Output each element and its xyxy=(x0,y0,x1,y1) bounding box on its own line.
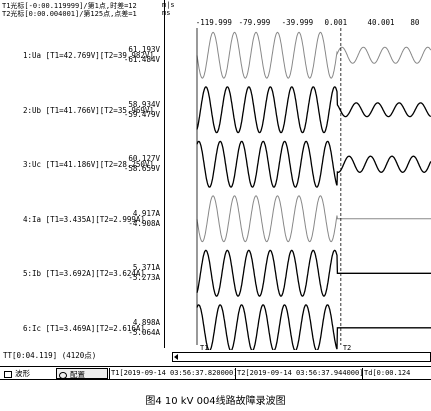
channel-max-value: 58.934V xyxy=(128,99,160,109)
channel-waveform xyxy=(196,195,431,243)
t1-timestamp: T1[2019-09-14 03:56:37.820000] xyxy=(111,369,238,377)
status-separator xyxy=(109,368,110,379)
total-time-readout: TT[0:04.119] (4120点) xyxy=(3,351,97,360)
channel-label: 2:Ub [T1=41.766V][T2=35.969V] xyxy=(23,105,154,115)
channel-min-value: -58.659V xyxy=(123,164,160,174)
unit-label-2: ms xyxy=(162,9,171,17)
channel-label: 1:Ua [T1=42.769V][T2=39.982V] xyxy=(23,51,154,61)
channel-min-value: -5.273A xyxy=(128,273,160,283)
time-tick-label: -119.999 xyxy=(195,18,232,27)
waveform-plot[interactable]: T1 T2 xyxy=(0,0,431,350)
cursor-t1-label: T1 xyxy=(200,344,208,350)
tab-config-label: 配置 xyxy=(70,370,85,379)
channel-waveform xyxy=(196,249,431,297)
gear-icon xyxy=(59,371,67,379)
time-tick-label: 0.001 xyxy=(324,18,348,27)
tab-waveform-label: 波形 xyxy=(15,369,30,378)
channel-label: 5:Ib [T1=3.692A][T2=3.624A] xyxy=(23,269,145,279)
channel-max-value: 61.193V xyxy=(128,45,160,55)
channel-max-value: 4.917A xyxy=(132,208,160,218)
unit-label-1: m|s xyxy=(162,1,175,9)
panel-divider[interactable] xyxy=(164,0,165,345)
channel-label: 3:Uc [T1=41.186V][T2=28.250V] xyxy=(23,160,154,170)
time-difference: Td[0:00.124 xyxy=(364,369,411,377)
horizontal-scrollbar[interactable] xyxy=(172,352,431,362)
channel-max-value: 4.898A xyxy=(132,317,160,327)
channel-min-value: -5.064A xyxy=(128,327,160,337)
status-separator xyxy=(362,368,363,379)
channel-waveform xyxy=(196,86,431,134)
figure-caption: 图4 10 kV 004线路故障录波图 xyxy=(145,396,286,407)
t2-cursor-info: T2光标[0:00.004001]/第125点,点差=1 xyxy=(2,10,137,18)
channel-max-value: 60.127V xyxy=(128,154,160,164)
tab-config[interactable]: 配置 xyxy=(56,368,108,379)
time-tick-label: -39.999 xyxy=(281,18,314,27)
channel-label: 6:Ic [T1=3.469A][T2=2.616A] xyxy=(23,323,145,333)
scroll-left-arrow-icon[interactable] xyxy=(174,354,178,360)
channel-min-value: -59.479V xyxy=(123,109,160,119)
time-tick-label: 80 xyxy=(410,18,420,27)
time-tick-label: -79.999 xyxy=(238,18,271,27)
t1-cursor-info: T1光标[-0:00.119999]/第1点,时差=12 xyxy=(2,2,137,10)
time-tick-label: 40.001 xyxy=(367,18,395,27)
bottom-tab-bar: 波形 配置 T1[2019-09-14 03:56:37.820000] T2[… xyxy=(0,366,431,380)
channel-waveform xyxy=(196,304,431,350)
tab-waveform[interactable]: 波形 xyxy=(2,368,54,379)
channel-min-value: -4.908A xyxy=(128,218,160,228)
channel-label: 4:Ia [T1=3.435A][T2=2.999A] xyxy=(23,214,145,224)
channel-waveform xyxy=(196,140,431,188)
channel-waveform xyxy=(196,31,431,79)
waveform-icon xyxy=(4,370,12,378)
cursor-t2-label: T2 xyxy=(343,344,351,350)
status-separator xyxy=(235,368,236,379)
t2-timestamp: T2[2019-09-14 03:56:37.944000] xyxy=(237,369,364,377)
channel-min-value: -61.484V xyxy=(123,55,160,65)
channel-max-value: 5.371A xyxy=(132,263,160,273)
